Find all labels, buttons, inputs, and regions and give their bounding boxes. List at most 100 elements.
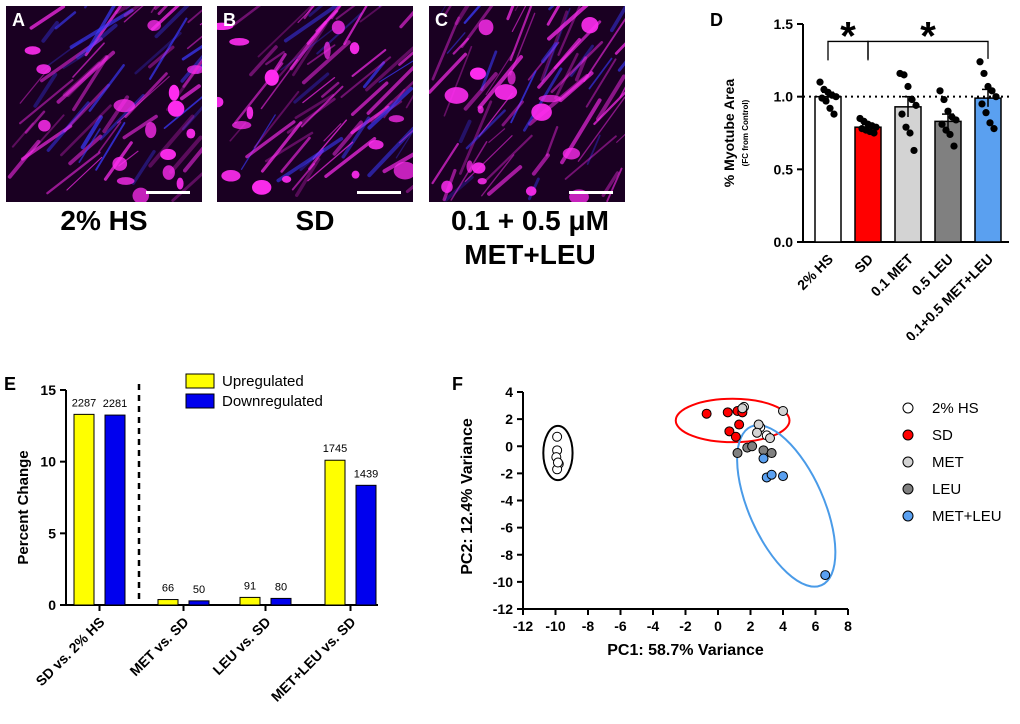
cell-blob [38,119,51,132]
significance-star: * [840,14,856,58]
fiber [24,110,46,134]
y-tick-label: 4 [505,384,513,400]
legend-label: Downregulated [222,393,323,410]
scatter-point [820,570,831,581]
data-point [940,95,948,104]
y-tick-label: -6 [501,520,514,536]
ellipse-sd [674,397,791,444]
fiber [324,137,377,178]
fiber [395,130,413,159]
fiber [485,134,533,181]
cell-blob [116,177,135,185]
x-tick-label: 4 [779,618,787,634]
scatter-point [722,407,733,418]
x-tick-label: LEU vs. SD [209,614,273,678]
data-point [902,123,910,131]
fiber [547,6,589,41]
cell-blob [113,99,135,113]
cell-blob [176,177,184,190]
cell-blob [466,160,473,173]
fiber [95,121,126,171]
data-point [910,146,918,155]
x-tick-label: 0.1 MET [867,250,916,299]
fiber [460,6,494,48]
scatter-point [737,403,748,414]
y-tick-label: -8 [501,547,514,563]
data-point [870,129,878,137]
legend-label: MET [932,454,964,471]
bar-downregulated [355,484,377,606]
y-tick-label: 1.5 [774,16,794,32]
fiber [359,6,383,23]
fiber [585,58,617,108]
y-axis-sublabel: (FC from Control) [741,99,750,166]
fiber [365,46,413,92]
fiber [437,6,446,19]
fiber [398,51,413,66]
fiber [301,40,351,85]
scatter-point [747,441,758,452]
y-tick-label: 0 [505,438,513,454]
bar-4 [974,97,1002,243]
y-tick-label: 5 [48,525,56,541]
fiber [399,10,413,29]
legend-label: Upregulated [222,373,304,390]
fiber [588,57,613,90]
fiber [187,9,202,24]
scatter-point [724,426,735,437]
caption-met-leu: 0.1 + 0.5 μM MET+LEU [410,204,650,272]
data-label: 66 [162,583,174,595]
fiber [574,56,588,82]
bar-0 [814,95,842,243]
panel-letter-e: E [4,374,17,394]
micrograph-texture [6,6,202,202]
fiber [291,163,315,191]
fiber [182,58,202,88]
fiber [444,175,474,202]
fiber [294,93,335,120]
fiber [541,42,558,64]
y-axis-label: % Myotube Area [721,79,737,188]
fiber [405,184,413,194]
fiber [458,119,472,144]
fiber [297,6,315,24]
data-point [822,97,830,105]
cell-blob [246,106,254,120]
fiber [150,6,157,13]
cell-blob [264,69,279,86]
x-tick-label: MET vs. SD [126,614,191,679]
fiber [29,6,66,30]
cell-blob [472,162,486,174]
cell-blob [145,122,157,139]
fiber [116,76,170,124]
fiber [367,126,413,178]
micrograph-texture [217,6,413,202]
data-point [908,95,916,104]
fiber [583,17,625,83]
legend-label: SD [932,427,953,444]
cell-blob [507,70,516,85]
caption-sd: SD [295,205,335,236]
data-point [906,129,914,137]
y-tick-label: 15 [40,382,56,398]
x-tick-label: -12 [513,618,533,634]
bar-3 [934,120,962,243]
fiber [148,114,195,168]
bar-upregulated [239,596,261,606]
fiber [431,142,459,185]
fiber [293,72,330,104]
legend-marker [902,402,914,414]
x-tick-label: MET+LEU vs. SD [268,614,359,705]
y-tick-label: -4 [501,493,514,509]
data-point [832,93,840,101]
fiber [286,97,336,134]
fiber [506,6,515,21]
fiber [351,48,387,77]
data-point [900,71,908,79]
fiber-texture [217,6,413,197]
scatter-point [552,457,563,468]
x-tick-label: 2% HS [794,251,836,293]
fiber [595,74,625,121]
fiber [452,37,470,55]
data-point [936,87,944,95]
